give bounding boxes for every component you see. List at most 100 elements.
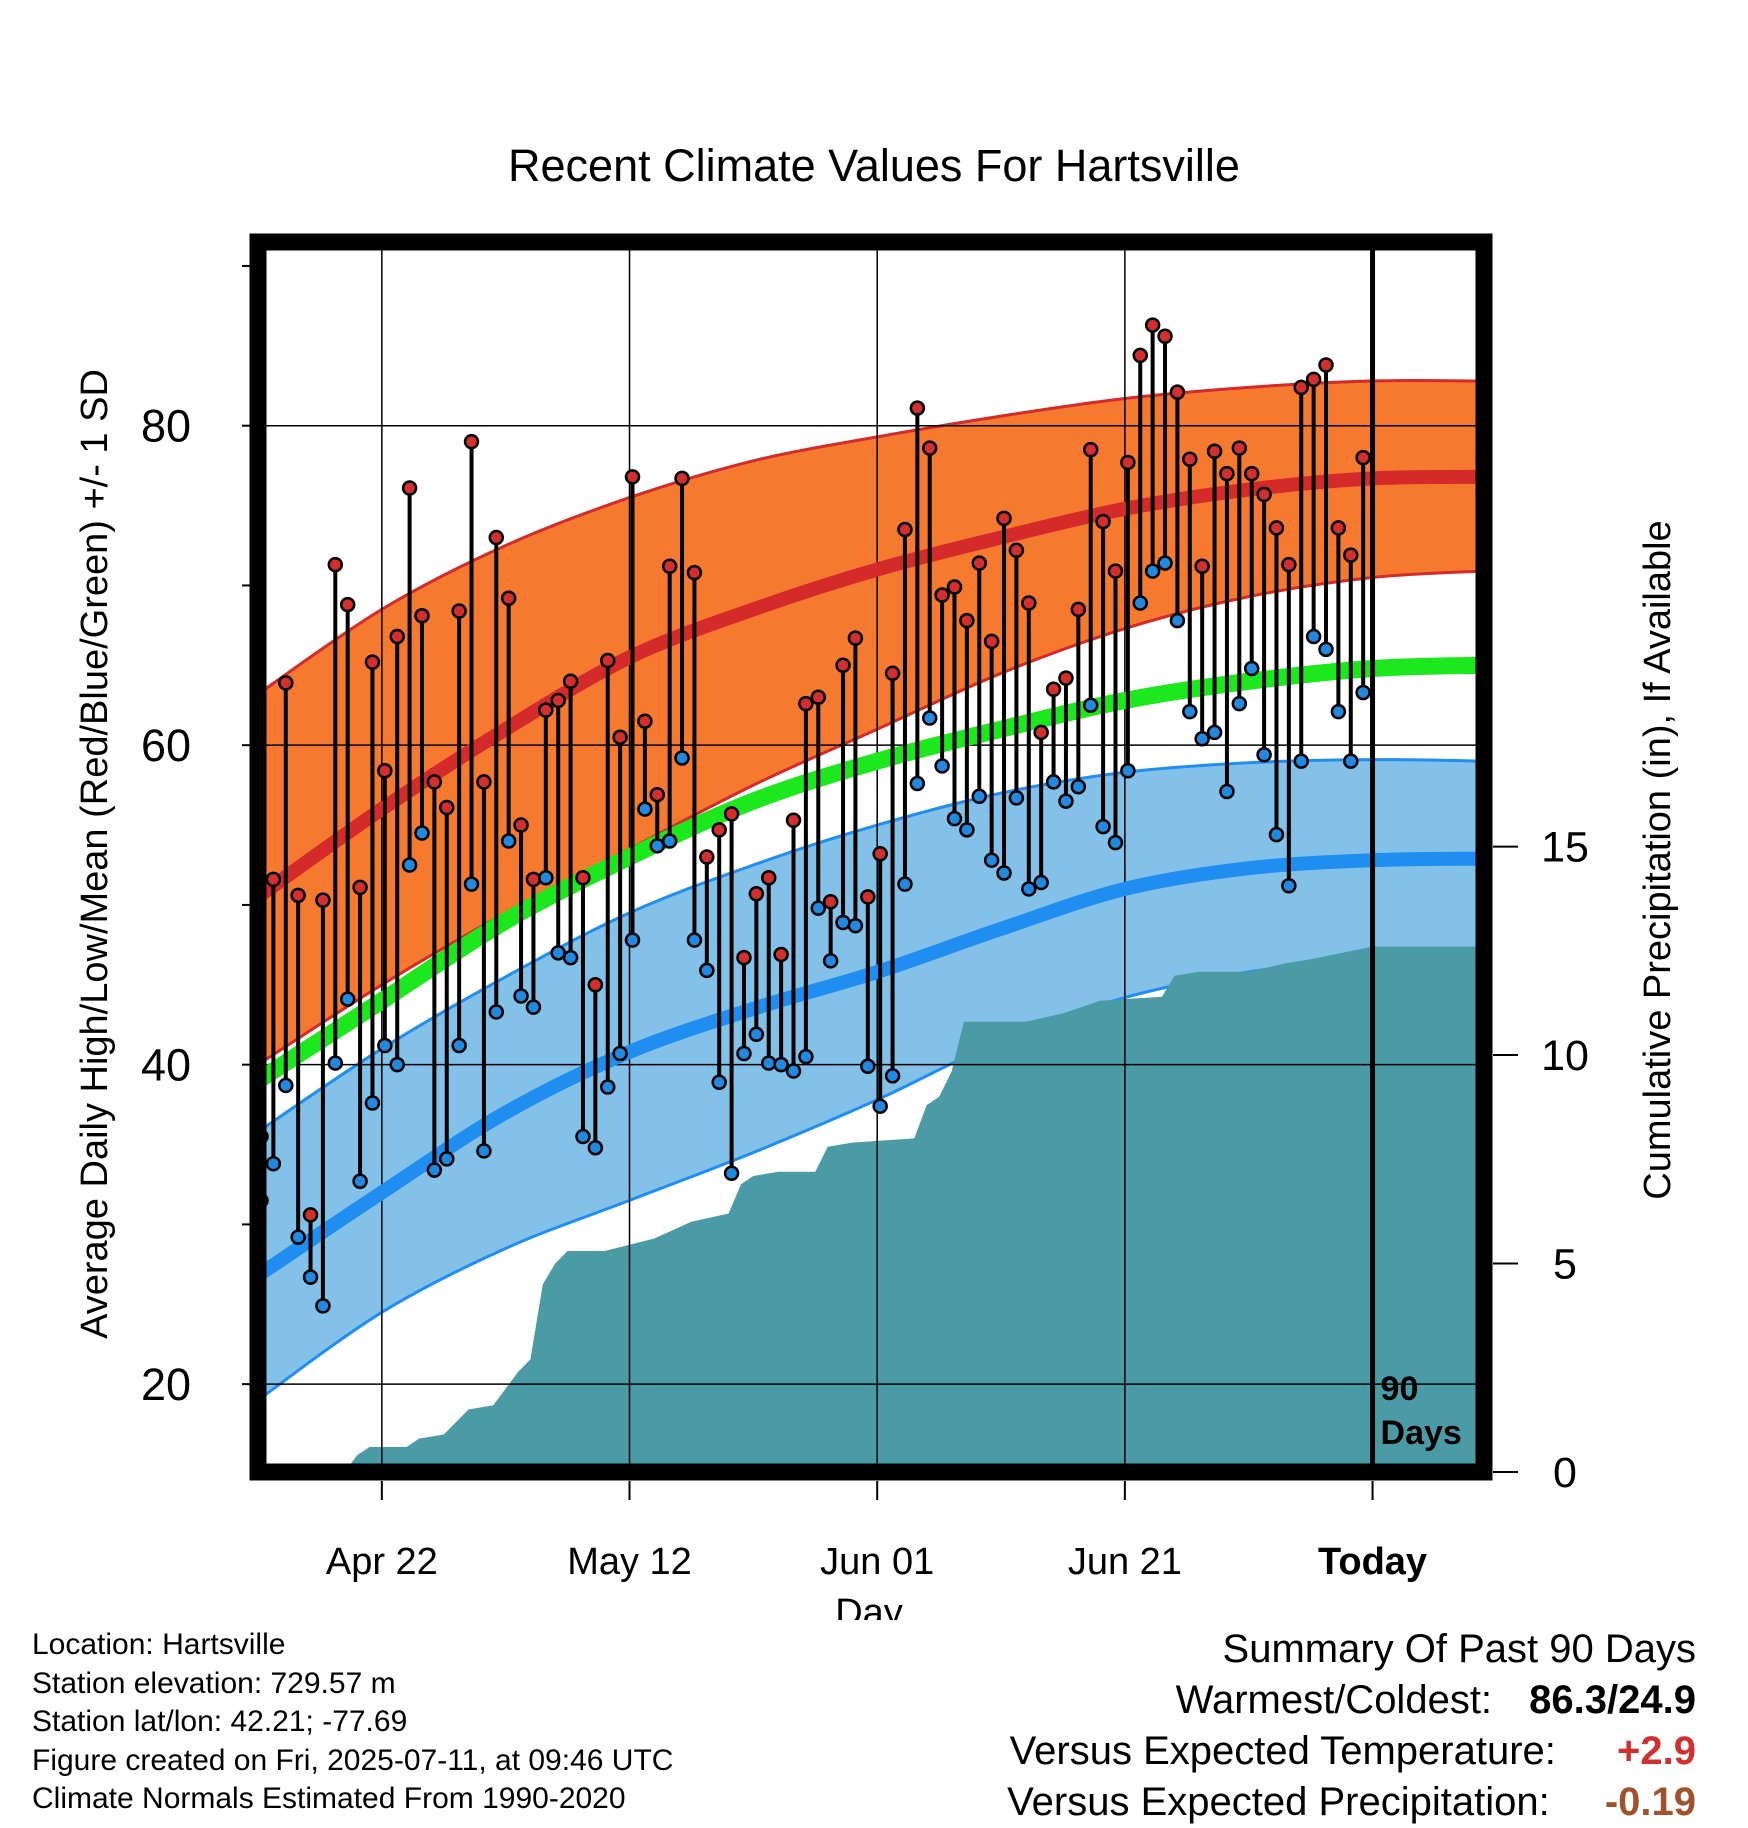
temp-row: Versus Expected Temperature: +2.9 (1007, 1726, 1696, 1777)
daily-low-point (921, 710, 938, 726)
daily-low-point (1058, 793, 1074, 809)
daily-low-point (835, 914, 851, 931)
daily-low-point (476, 1143, 492, 1159)
daily-low-point (364, 1095, 381, 1111)
daily-high-point (389, 628, 405, 645)
daily-high-point (302, 1207, 319, 1223)
summary-panel: Summary Of Past 90 Days Warmest/Coldest:… (1007, 1624, 1696, 1828)
daily-high-point (488, 529, 505, 546)
daily-low-point (1045, 774, 1062, 790)
y2-tick-label: 0 (1553, 1449, 1577, 1497)
daily-high-point (476, 774, 492, 790)
daily-low-point (711, 1074, 727, 1090)
daily-high-point (1045, 681, 1062, 698)
daily-low-point (1082, 697, 1099, 713)
daily-high-point (748, 885, 765, 902)
daily-low-point (352, 1173, 368, 1190)
y2-tick-label: 15 (1541, 824, 1589, 872)
daily-low-point (971, 788, 988, 805)
daily-low-point (959, 822, 975, 838)
daily-low-point (1194, 731, 1210, 747)
daily-low-point (1256, 747, 1272, 763)
daily-low-point (1305, 628, 1322, 645)
daily-high-point (1008, 542, 1025, 559)
daily-high-point (798, 695, 814, 712)
daily-high-point (1082, 441, 1099, 458)
daily-high-point (835, 657, 851, 674)
daily-low-point (624, 932, 641, 948)
x-axis-label: Day (835, 1592, 903, 1620)
precip-row: Versus Expected Precipitation: -0.19 (1007, 1777, 1696, 1828)
daily-low-point (451, 1037, 467, 1054)
daily-high-point (1355, 449, 1371, 466)
daily-low-point (550, 945, 566, 961)
daily-low-point (1355, 684, 1371, 701)
daily-low-point (599, 1079, 616, 1095)
daily-low-point (1008, 790, 1025, 806)
daily-low-point (1231, 695, 1248, 712)
daily-low-point (909, 775, 926, 792)
daily-low-point (377, 1037, 393, 1054)
axes: 20 40 60 80 0 5 10 15 Apr 22 May 12 Jun 01 Jun 21 To… (141, 264, 1589, 1583)
daily-high-point (513, 817, 529, 833)
daily-low-point (872, 1098, 888, 1114)
high-normal-line (258, 469, 1484, 903)
daily-low-point (884, 1068, 901, 1084)
precip-area (258, 946, 1484, 1472)
daily-low-point (686, 932, 703, 948)
chart-title: Recent Climate Values For Hartsville (508, 140, 1240, 191)
daily-high-point (736, 949, 752, 966)
daily-low-point (1182, 703, 1198, 720)
daily-high-point (1021, 595, 1037, 611)
daily-low-point (265, 1155, 282, 1172)
daily-high-point (847, 630, 864, 646)
daily-high-point (785, 812, 802, 829)
daily-high-point (822, 893, 839, 910)
daily-low-point (1330, 703, 1347, 720)
daily-high-point (711, 822, 727, 838)
daily-low-point (760, 1055, 777, 1071)
daily-low-point (278, 1077, 294, 1094)
daily-high-point (1132, 347, 1149, 364)
daily-low-point (996, 865, 1012, 881)
daily-low-point (513, 988, 529, 1004)
daily-low-point (1219, 783, 1235, 800)
daily-low-point (699, 962, 715, 979)
daily-high-point (1157, 328, 1173, 344)
daily-high-point (1144, 317, 1161, 333)
daily-low-point (587, 1139, 604, 1156)
warm-cold-row: Warmest/Coldest: 86.3/24.9 (1007, 1675, 1696, 1726)
y2-tick-label: 5 (1553, 1241, 1577, 1289)
daily-high-point (773, 946, 789, 963)
daily-low-point (562, 949, 579, 966)
daily-high-point (1194, 558, 1210, 575)
daily-high-point (760, 870, 777, 886)
daily-high-point (649, 786, 666, 803)
daily-high-point (339, 596, 356, 613)
daily-low-point (736, 1045, 752, 1062)
daily-high-point (1070, 601, 1087, 618)
daily-high-point (364, 654, 381, 670)
y-tick-label: 60 (141, 720, 191, 771)
daily-high-point (661, 558, 678, 575)
daily-high-point (439, 799, 455, 816)
daily-high-point (463, 433, 480, 450)
daily-high-point (810, 689, 827, 706)
temp-value: +2.9 (1617, 1729, 1696, 1773)
daily-high-point (562, 673, 579, 690)
daily-low-point (946, 810, 963, 827)
daily-low-point (1157, 555, 1173, 571)
daily-low-point (439, 1151, 455, 1167)
daily-high-point (278, 675, 294, 691)
precip-label: Versus Expected Precipitation: (1007, 1780, 1550, 1824)
created-text: Figure created on Fri, 2025-07-11, at 09… (32, 1743, 674, 1777)
daily-high-point (352, 879, 368, 896)
daily-low-point (897, 876, 913, 892)
daily-high-point (426, 774, 443, 790)
daily-high-point (612, 729, 628, 745)
daily-low-point (1120, 762, 1136, 779)
daily-high-point (1243, 465, 1260, 482)
daily-low-point (637, 801, 653, 817)
daily-high-point (377, 762, 393, 779)
daily-low-point (798, 1048, 814, 1065)
